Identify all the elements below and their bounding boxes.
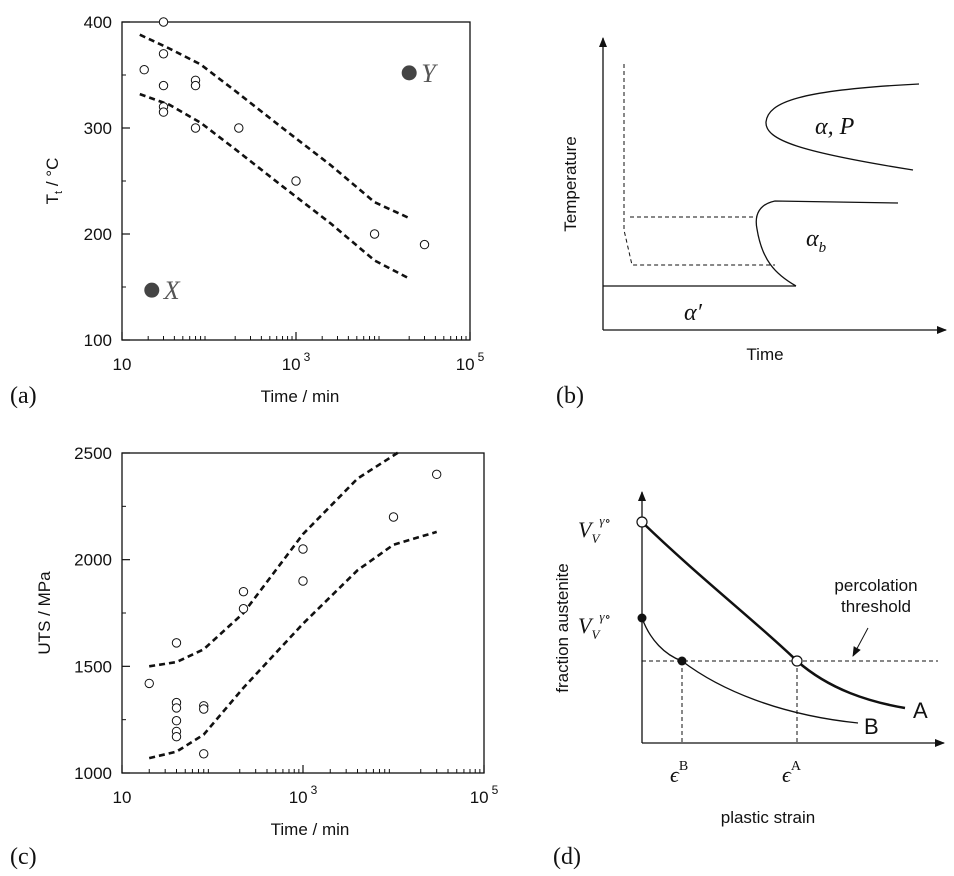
data-point	[158, 107, 169, 117]
panel-d-threshold-label-1: percolation	[834, 576, 917, 595]
panel-d-label: (d)	[553, 844, 581, 870]
data-point	[369, 229, 380, 239]
panel-b-region-alpha-b: αb	[806, 226, 827, 256]
panel-a-xlabel: Time / min	[261, 387, 340, 406]
y-tick-label: 200	[84, 225, 112, 244]
y-tick-label: 2500	[74, 444, 112, 463]
data-point	[388, 512, 399, 522]
x-tick-label: 10	[113, 355, 132, 374]
envelope-upper	[139, 33, 410, 220]
data-point	[199, 749, 209, 759]
panel-b-cooling-path	[623, 64, 775, 266]
data-point	[158, 80, 169, 91]
panel-d: percolation threshold A B VVγ∘ VVγ∘ ϵB ϵ…	[553, 491, 945, 870]
envelope-upper	[149, 449, 402, 668]
panel-b-ylabel: Temperature	[561, 136, 580, 231]
panel-c-points	[144, 469, 442, 759]
panel-b: α, P αb α′ Time Temperature (b)	[556, 37, 947, 409]
data-point	[171, 703, 182, 713]
data-point	[190, 80, 201, 91]
panel-b-region-alpha-p: α, P	[815, 114, 855, 140]
x-tick-label: 10 5	[456, 350, 485, 374]
y-tick-label: 300	[84, 119, 112, 138]
panel-d-curve-b-threshold-point	[677, 656, 687, 666]
data-point	[298, 576, 308, 586]
data-point	[144, 678, 154, 689]
panel-d-series-b-label: B	[864, 714, 879, 739]
panel-a-label: (a)	[10, 383, 37, 409]
panel-a-x-ticks: 10 10 3 10 5	[113, 332, 485, 374]
panel-b-pearlite-curve	[765, 83, 920, 171]
data-point	[139, 65, 149, 75]
data-point	[291, 176, 301, 186]
marker-y-label: Y	[421, 59, 438, 88]
x-tick-label: 10 3	[282, 350, 311, 374]
panel-d-curve-b-start	[637, 613, 647, 623]
panel-d-ylabel: fraction austenite	[553, 563, 572, 692]
data-point	[190, 123, 201, 133]
y-tick-label: 2000	[74, 551, 112, 570]
x-tick-label: 10 5	[470, 783, 499, 807]
panel-c-x-ticks: 10 10 3 10 5	[113, 765, 499, 807]
data-point	[171, 732, 182, 742]
panel-c-xlabel: Time / min	[271, 820, 350, 839]
panel-c: 10 10 3 10 5 1000 1500 2000 2500 Time / min UTS…	[10, 444, 499, 870]
panel-d-x-marker-epsilon-a: ϵA	[782, 759, 802, 787]
panel-d-curve-a-threshold-point	[791, 655, 803, 667]
panel-a-envelopes	[139, 33, 410, 280]
panel-d-x-marker-epsilon-b: ϵB	[670, 759, 688, 787]
data-point	[158, 17, 169, 27]
data-point	[158, 49, 169, 59]
marker-x-dot	[144, 282, 160, 298]
marker-x-label: X	[163, 276, 181, 305]
panel-b-label: (b)	[556, 383, 584, 409]
envelope-lower	[148, 530, 438, 760]
data-point	[419, 239, 430, 250]
y-tick-label: 400	[84, 13, 112, 32]
data-point	[431, 469, 442, 480]
data-point	[171, 716, 182, 726]
panel-c-y-ticks: 1000 1500 2000 2500	[74, 444, 130, 783]
x-tick-label: 10 3	[289, 783, 318, 807]
panel-c-envelopes	[148, 449, 438, 760]
panel-a-markers: XY	[144, 59, 438, 305]
panel-d-y-marker-2: VVγ∘	[578, 609, 611, 642]
y-tick-label: 1500	[74, 657, 112, 676]
panel-d-threshold-arrow	[852, 627, 869, 657]
panel-c-ylabel: UTS / MPa	[35, 571, 54, 655]
panel-d-threshold-label-2: threshold	[841, 597, 911, 616]
data-point	[171, 638, 182, 648]
y-tick-label: 1000	[74, 764, 112, 783]
x-tick-label: 10	[113, 788, 132, 807]
data-point	[199, 704, 209, 714]
panel-c-label: (c)	[10, 844, 37, 870]
panel-b-bainite-curve	[755, 200, 899, 287]
marker-y-dot	[401, 65, 417, 81]
data-point	[238, 604, 249, 614]
envelope-lower	[139, 92, 410, 280]
panel-b-xlabel: Time	[746, 345, 783, 364]
panel-d-series-a-label: A	[913, 698, 928, 723]
panel-a-ylabel: Tt / °C	[43, 158, 65, 205]
panel-d-curve-b	[641, 617, 859, 724]
panel-b-region-alpha-prime: α′	[684, 300, 703, 326]
panel-d-curve-a-start	[636, 516, 648, 528]
data-point	[238, 586, 249, 597]
panel-a-y-ticks: 100 200 300 400	[84, 13, 130, 350]
data-point	[298, 544, 308, 554]
panel-d-y-marker-1: VVγ∘	[578, 513, 611, 546]
data-point	[234, 123, 244, 133]
panel-d-xlabel: plastic strain	[721, 808, 815, 827]
y-tick-label: 100	[84, 331, 112, 350]
panel-a-points	[139, 17, 430, 250]
